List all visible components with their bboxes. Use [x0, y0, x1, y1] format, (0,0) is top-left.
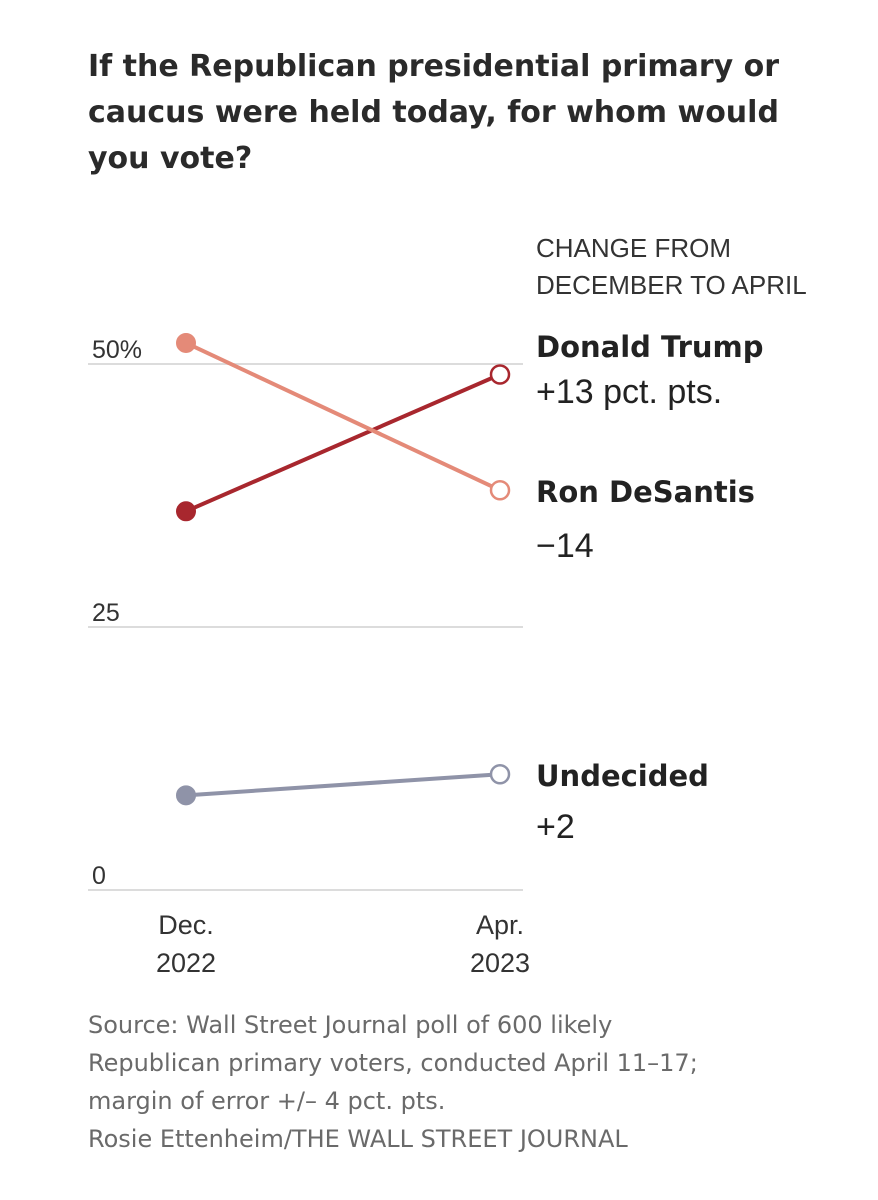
series-line — [185, 772, 501, 798]
series-line — [185, 341, 501, 493]
series-name-label: Undecided — [536, 759, 709, 793]
series-labels: Donald Trump +13 pct. pts. Ron DeSantis −14… — [536, 330, 764, 846]
series-points — [176, 332, 511, 806]
change-header: CHANGE FROM DECEMBER TO APRIL — [536, 233, 807, 300]
series-change-label: −14 — [536, 527, 594, 565]
series-change-label: +13 pct. pts. — [536, 373, 722, 411]
series-change-label: +2 — [536, 808, 575, 846]
data-point — [489, 364, 511, 385]
source-note: Source: Wall Street Journal poll of 600 … — [88, 1006, 808, 1158]
x-tick-label: 2023 — [470, 948, 530, 978]
y-tick-label: 0 — [92, 862, 106, 890]
data-point — [489, 764, 511, 785]
series-name-label: Ron DeSantis — [536, 475, 755, 509]
x-tick-label: 2022 — [156, 948, 216, 978]
chart-title: If the Republican presidential primary o… — [88, 49, 780, 176]
data-point — [176, 332, 196, 353]
data-point — [489, 479, 511, 501]
x-axis-labels: Dec. 2022 Apr. 2023 — [156, 910, 530, 978]
y-tick-label: 25 — [92, 599, 120, 627]
series-line — [185, 372, 501, 514]
data-point — [176, 785, 196, 806]
x-tick-label: Apr. — [476, 910, 524, 940]
change-header-line: CHANGE FROM — [536, 233, 731, 263]
series-name-label: Donald Trump — [536, 330, 764, 364]
source-line: Source: Wall Street Journal poll of 600 … — [88, 1011, 613, 1039]
gridlines — [88, 363, 523, 891]
y-tick-label: 50% — [92, 336, 142, 364]
series-lines — [185, 341, 501, 798]
y-axis-ticks: 50% 25 0 — [92, 336, 142, 890]
source-line: Republican primary voters, conducted Apr… — [88, 1049, 698, 1077]
line-chart: 50% 25 0 Dec. 2022 Apr. 2023 CHANGE FROM DECEM… — [88, 233, 807, 978]
x-tick-label: Dec. — [158, 910, 214, 940]
source-line: margin of error +/– 4 pct. pts. — [88, 1087, 446, 1115]
credit-line: Rosie Ettenheim/THE WALL STREET JOURNAL — [88, 1125, 628, 1153]
data-point — [176, 501, 196, 522]
change-header-line: DECEMBER TO APRIL — [536, 270, 807, 300]
